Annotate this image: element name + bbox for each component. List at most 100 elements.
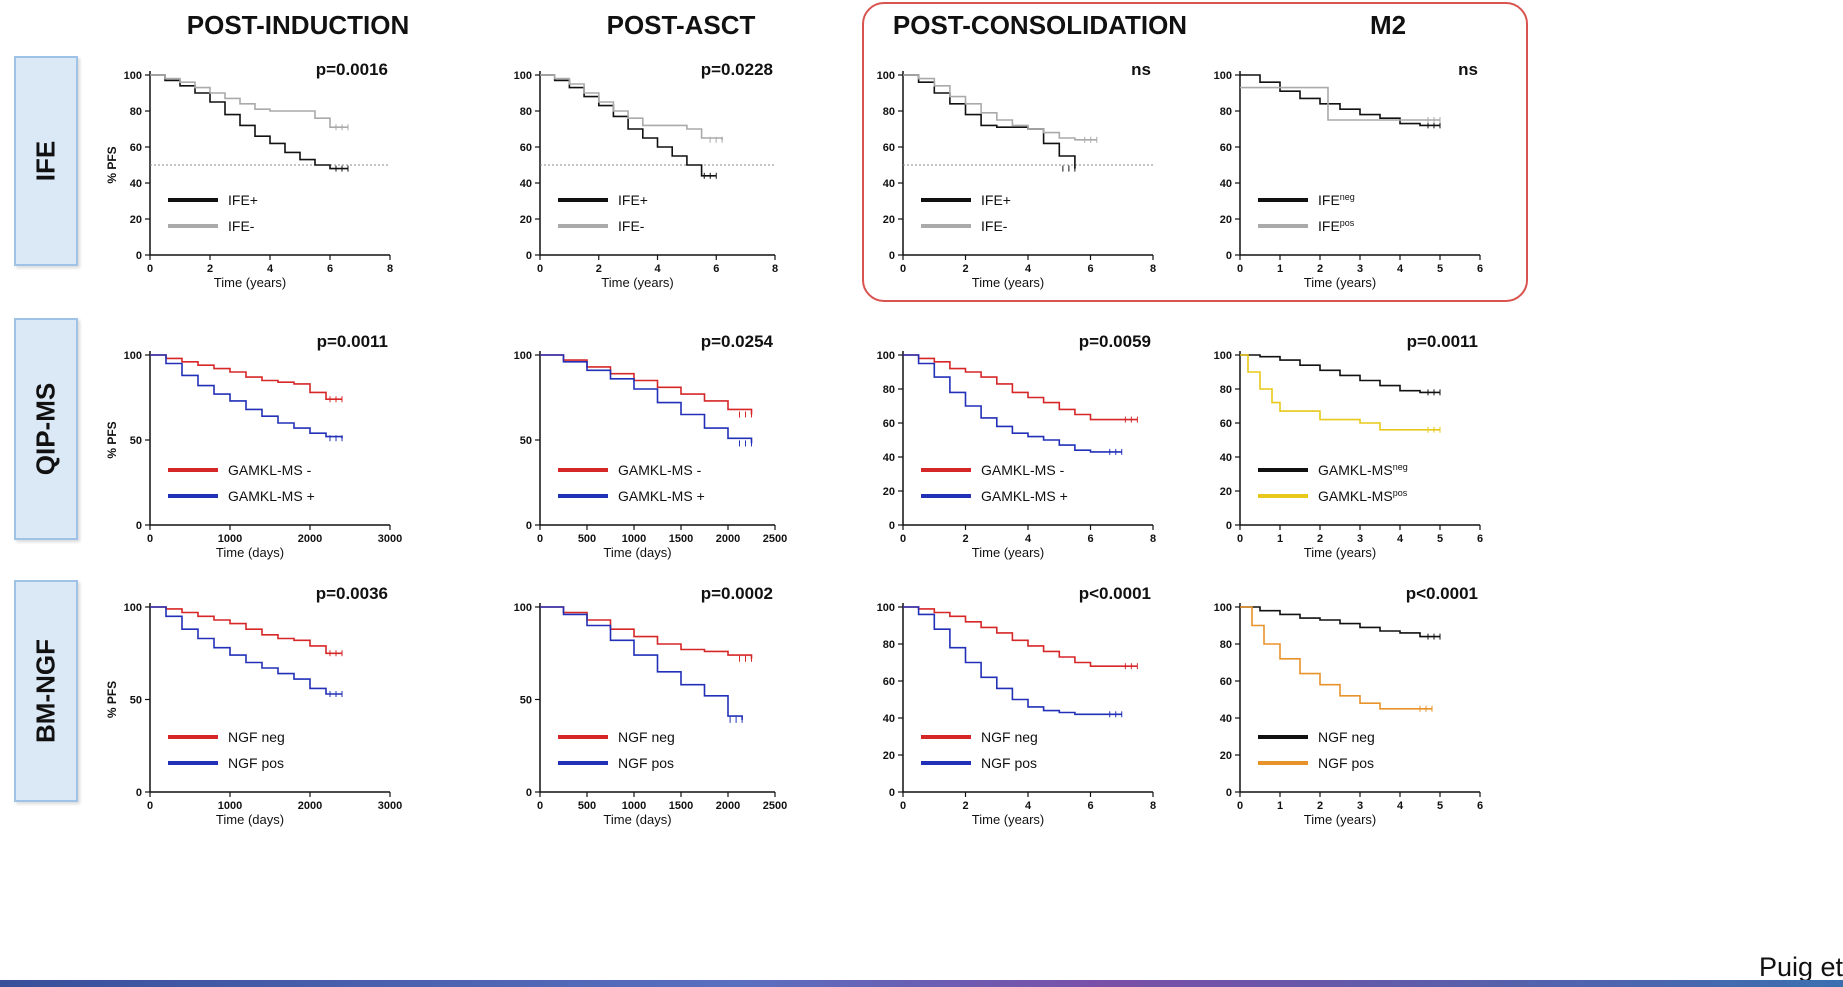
survival-curve-b [903,354,1122,453]
x-tick-label: 1 [1277,533,1283,545]
legend-label: NGF pos [228,755,284,771]
x-tick-label: 2 [596,263,602,275]
y-tick-label: 0 [1226,250,1232,262]
survival-curve-a [540,606,753,659]
y-tick-label: 100 [514,602,532,614]
survival-curve-a [1240,354,1440,394]
x-tick-label: 2 [962,533,968,545]
survival-curve-b [903,606,1122,716]
y-tick-label: 20 [883,750,895,762]
x-tick-label: 500 [578,533,596,545]
legend-label: GAMKL-MS + [228,488,315,504]
y-tick-label: 50 [520,435,532,447]
x-axis-label: Time (years) [1304,812,1376,827]
row-label-box-bm-ngf: BM-NGF [14,580,78,802]
survival-curve-a [903,74,1076,169]
y-tick-label: 20 [520,214,532,226]
survival-curve-b [540,606,743,720]
x-tick-label: 4 [1397,533,1404,545]
x-axis-label: Time (years) [972,545,1044,560]
x-tick-label: 500 [578,800,596,812]
chart-8: 0 20 40 60 80 100 0 1 2 3 4 5 6 p=0.0011 Time (years) G… [1214,332,1483,560]
p-value: p<0.0001 [1079,584,1151,603]
column-title-post-consolidation: POST-CONSOLIDATION [892,10,1188,40]
y-tick-label: 60 [883,676,895,688]
x-tick-label: 1000 [218,800,242,812]
y-tick-label: 100 [124,70,142,82]
chart-4: 0 20 40 60 80 100 0 1 2 3 4 5 6 ns Time (years) IFEneg I… [1214,60,1483,290]
x-axis-label: Time (years) [601,275,673,290]
y-tick-label: 100 [514,70,532,82]
y-tick-label: 0 [889,250,895,262]
survival-curve-a [150,74,348,170]
y-tick-label: 80 [883,639,895,651]
legend-label: IFEpos [1318,218,1355,234]
survival-curve-b [150,354,343,439]
row-label-box-qip-ms: QIP-MS [14,318,78,540]
x-axis-label: Time (years) [1304,275,1376,290]
x-tick-label: 6 [1477,533,1483,545]
x-tick-label: 8 [1150,800,1156,812]
x-tick-label: 0 [1237,800,1243,812]
x-tick-label: 2 [1317,533,1323,545]
x-tick-label: 1 [1277,263,1283,275]
row-label-box-ife: IFE [14,56,78,266]
y-tick-label: 60 [883,418,895,430]
x-tick-label: 4 [1397,263,1404,275]
survival-curve-b [1240,86,1440,121]
x-tick-label: 0 [147,800,153,812]
x-tick-label: 5 [1437,533,1443,545]
x-tick-label: 3 [1357,800,1363,812]
y-tick-label: 20 [1220,214,1232,226]
p-value: p=0.0228 [701,60,773,79]
y-tick-label: 60 [1220,418,1232,430]
x-tick-label: 1000 [622,533,646,545]
chart-1: 0 20 40 60 80 100 0 2 4 6 8 p=0.0016 % PFS Time (year… [105,60,393,290]
legend-label: GAMKL-MS - [981,462,1065,478]
x-tick-label: 1500 [669,800,693,812]
x-tick-label: 3000 [378,533,402,545]
survival-curve-a [150,354,342,400]
legend-label: IFEneg [1318,192,1355,208]
p-value: p=0.0254 [701,332,774,351]
y-tick-label: 80 [1220,384,1232,396]
survival-curve-a [150,606,342,655]
legend-label: NGF pos [618,755,674,771]
chart-11: 0 20 40 60 80 100 0 2 4 6 8 p<0.0001 Time (years) NGF… [877,584,1156,827]
x-tick-label: 1000 [622,800,646,812]
x-tick-label: 4 [1025,800,1032,812]
legend-label: NGF pos [1318,755,1374,771]
y-tick-label: 20 [130,214,142,226]
p-value: p=0.0002 [701,584,773,603]
survival-curve-a [903,354,1138,421]
legend-label: IFE- [981,218,1008,234]
legend-label: IFE+ [618,192,648,208]
x-tick-label: 2 [962,263,968,275]
y-tick-label: 20 [883,214,895,226]
y-tick-label: 20 [883,486,895,498]
x-tick-label: 2 [207,263,213,275]
y-tick-label: 50 [520,695,532,707]
y-tick-label: 60 [1220,142,1232,154]
x-tick-label: 4 [267,263,274,275]
x-tick-label: 8 [1150,263,1156,275]
legend-label: GAMKL-MS + [618,488,705,504]
y-tick-label: 40 [130,178,142,190]
x-axis-label: Time (days) [603,545,671,560]
p-value: p=0.0059 [1079,332,1151,351]
x-axis-label: Time (days) [603,812,671,827]
p-value: p=0.0016 [316,60,388,79]
survival-curve-b [150,74,348,128]
y-tick-label: 0 [136,250,142,262]
x-tick-label: 1500 [669,533,693,545]
x-tick-label: 0 [147,263,153,275]
p-value: p<0.0001 [1406,584,1478,603]
legend-label: NGF pos [981,755,1037,771]
y-tick-label: 60 [130,142,142,154]
x-tick-label: 5 [1437,800,1443,812]
